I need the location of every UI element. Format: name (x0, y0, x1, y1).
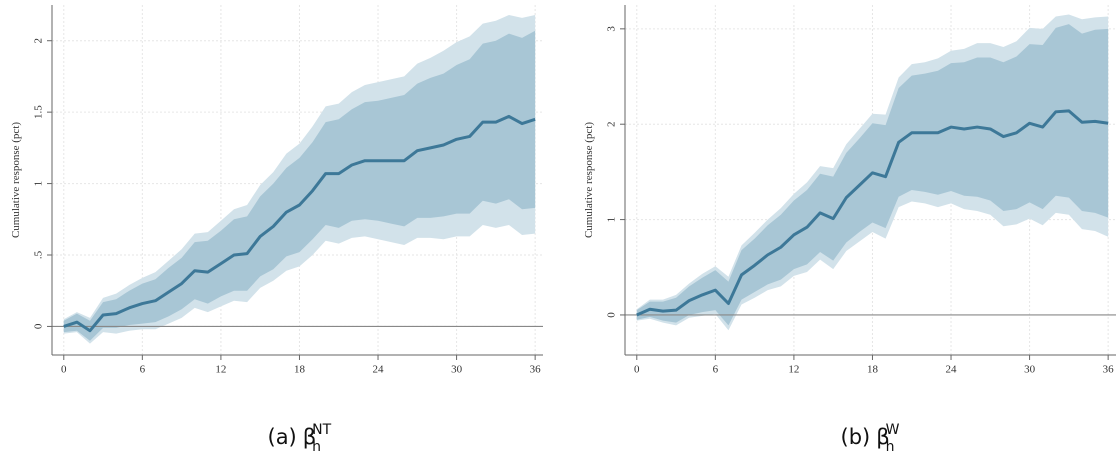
caption-symbol: β (303, 425, 316, 449)
x-tick-label: 24 (373, 364, 385, 376)
y-tick-label: 0 (606, 312, 618, 318)
x-tick-label: 6 (713, 364, 719, 376)
y-tick-label: 1.5 (33, 105, 45, 119)
x-tick-label: 36 (1103, 364, 1115, 376)
caption-label: (a) (268, 425, 297, 449)
x-tick-label: 30 (451, 364, 463, 376)
line (63, 114, 536, 333)
caption-superscript: NT (312, 422, 331, 438)
caption: (a) β (268, 425, 317, 449)
caption: (b) β (841, 425, 890, 449)
caption-superscript: W (886, 422, 900, 438)
caption-label: (b) (841, 425, 871, 449)
y-axis-label: Cumulative response (pct) (583, 122, 595, 238)
x-tick-label: 18 (294, 364, 306, 376)
x-tick-label: 12 (788, 364, 799, 376)
x-tick-label: 36 (530, 364, 542, 376)
x-tick-label: 18 (867, 364, 879, 376)
y-tick-label: 1 (33, 181, 45, 187)
x-tick-label: 24 (946, 364, 958, 376)
y-tick-label: 1 (606, 217, 618, 223)
confidence-band (63, 30, 536, 341)
y-axis-label: Cumulative response (pct) (10, 122, 22, 238)
x-tick-label: 0 (634, 364, 640, 376)
y-tick-label: 3 (606, 26, 618, 32)
y-tick-label: .5 (33, 250, 45, 259)
x-tick-label: 6 (140, 364, 146, 376)
line (636, 109, 1109, 317)
x-tick-label: 0 (61, 364, 67, 376)
y-tick-label: 2 (606, 121, 618, 127)
caption-subscript: h (886, 439, 895, 455)
caption-subscript: h (312, 439, 321, 455)
y-tick-label: 2 (33, 38, 45, 44)
y-tick-label: 0 (33, 323, 45, 329)
caption-symbol: β (876, 425, 889, 449)
x-tick-label: 30 (1024, 364, 1036, 376)
x-tick-label: 12 (215, 364, 226, 376)
